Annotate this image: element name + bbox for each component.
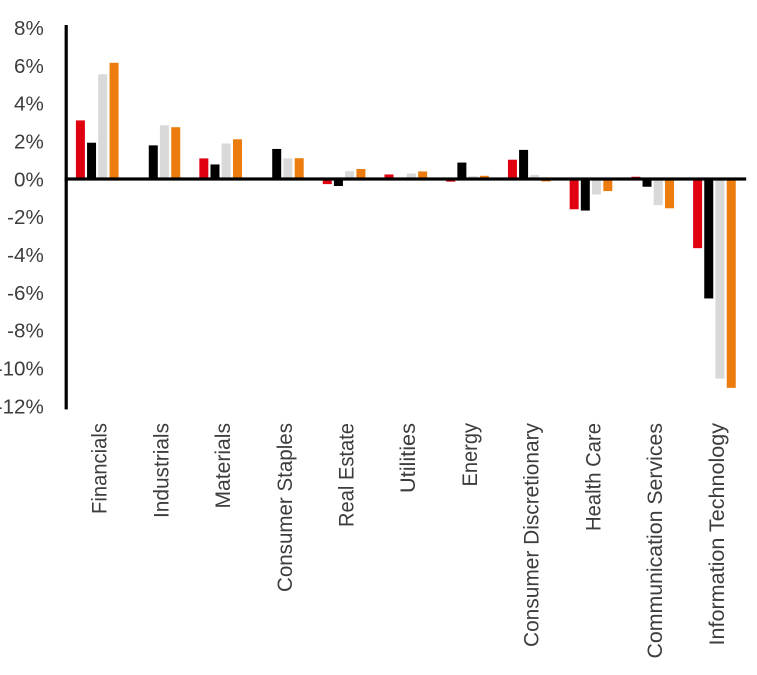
- svg-text:-2%: -2%: [7, 206, 44, 229]
- svg-text:Materials: Materials: [212, 423, 235, 509]
- svg-text:2%: 2%: [14, 130, 44, 153]
- svg-text:Communication Services: Communication Services: [644, 423, 667, 659]
- svg-text:-8%: -8%: [7, 320, 44, 343]
- svg-text:Energy: Energy: [459, 423, 482, 487]
- svg-text:Consumer Staples: Consumer Staples: [274, 423, 297, 592]
- svg-text:Real Estate: Real Estate: [335, 423, 358, 527]
- svg-text:-12%: -12%: [0, 395, 44, 418]
- svg-text:Industrials: Industrials: [150, 423, 173, 518]
- svg-text:-4%: -4%: [7, 244, 44, 267]
- svg-text:4%: 4%: [14, 93, 44, 116]
- svg-text:Consumer Discretionary: Consumer Discretionary: [521, 423, 544, 647]
- svg-text:Utilities: Utilities: [397, 423, 420, 493]
- svg-text:-6%: -6%: [7, 282, 44, 305]
- svg-text:Information Technology: Information Technology: [706, 422, 729, 645]
- svg-text:6%: 6%: [14, 55, 44, 78]
- svg-text:8%: 8%: [14, 17, 44, 40]
- svg-text:0%: 0%: [14, 168, 44, 191]
- svg-text:Financials: Financials: [89, 423, 112, 514]
- svg-text:Health Care: Health Care: [582, 423, 605, 531]
- svg-text:-10%: -10%: [0, 358, 44, 381]
